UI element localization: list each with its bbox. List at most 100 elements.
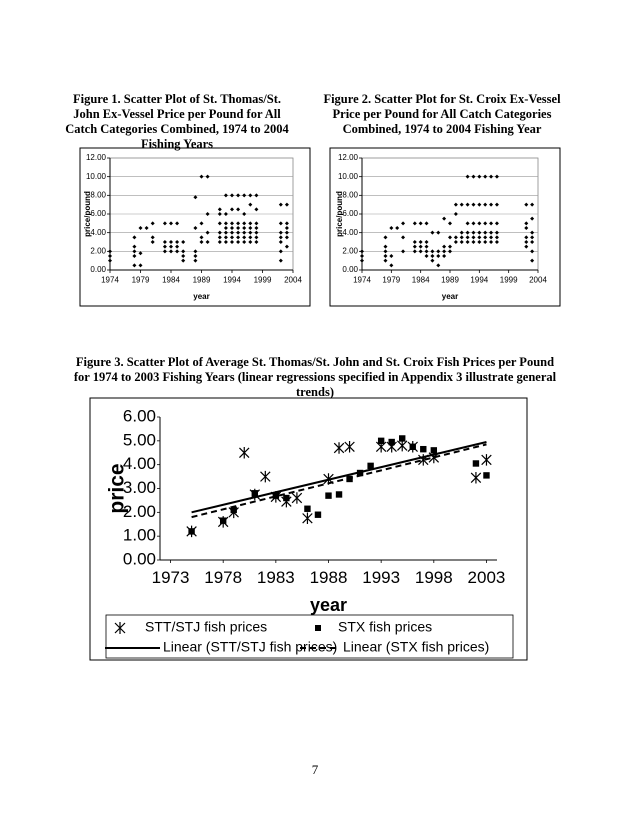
- data-point: [436, 230, 441, 235]
- data-point: [418, 221, 423, 226]
- data-point: [471, 221, 476, 226]
- data-point: [465, 202, 470, 207]
- data-point: [483, 240, 488, 244]
- data-point: [248, 230, 253, 235]
- data-point: [401, 249, 406, 254]
- y-tick-label: 6.00: [123, 406, 156, 425]
- data-point: [524, 202, 529, 207]
- data-point: [459, 202, 464, 207]
- data-point: [412, 240, 417, 244]
- data-point: [424, 221, 429, 226]
- data-point: [132, 263, 137, 268]
- data-point: [230, 230, 234, 235]
- x-tick-label: 1994: [470, 275, 488, 284]
- data-point: [418, 244, 423, 249]
- data-point: [132, 254, 137, 258]
- data-point: [223, 230, 228, 235]
- x-tick-label: 1989: [441, 275, 459, 284]
- data-point: [424, 254, 429, 258]
- data-point: [494, 202, 499, 207]
- data-point: [242, 240, 247, 244]
- data-point: [494, 240, 499, 244]
- data-point: [481, 454, 492, 466]
- data-point: [335, 491, 343, 498]
- x-tick-label: 1989: [193, 275, 211, 284]
- data-point: [489, 221, 494, 226]
- data-point: [248, 226, 253, 230]
- data-point: [465, 174, 470, 179]
- data-point: [254, 221, 259, 226]
- data-point: [284, 230, 289, 235]
- data-point: [483, 174, 488, 179]
- data-point: [472, 460, 480, 467]
- data-point: [494, 235, 499, 240]
- data-point: [284, 202, 289, 207]
- data-point: [199, 235, 204, 240]
- data-point: [465, 221, 470, 226]
- data-point: [193, 226, 198, 230]
- y-tick-label: 8.00: [342, 190, 358, 199]
- legend-label: Linear (STT/STJ fish prices): [163, 639, 337, 655]
- data-point: [278, 249, 283, 254]
- data-point: [248, 221, 253, 226]
- data-point: [217, 235, 222, 240]
- data-point: [236, 230, 241, 235]
- data-point: [272, 492, 280, 499]
- data-point: [230, 235, 234, 240]
- data-point: [524, 226, 529, 230]
- data-point: [278, 235, 283, 240]
- y-tick-label: 0.00: [90, 265, 106, 274]
- data-point: [278, 230, 283, 235]
- data-point: [395, 226, 400, 230]
- data-point: [360, 258, 364, 263]
- data-point: [424, 244, 429, 249]
- data-point: [530, 216, 535, 221]
- data-point: [108, 254, 112, 258]
- data-point: [471, 174, 476, 179]
- data-point: [188, 528, 195, 535]
- data-point: [181, 254, 186, 258]
- data-point: [477, 221, 482, 226]
- x-tick-label: 2004: [529, 275, 547, 284]
- data-point: [217, 230, 222, 235]
- data-point: [236, 240, 241, 244]
- data-point: [223, 240, 228, 244]
- legend-label: STX fish prices: [338, 619, 432, 635]
- data-point: [436, 254, 441, 258]
- data-point: [477, 240, 482, 244]
- y-tick-label: 5.00: [123, 430, 156, 449]
- legend-swatch: [315, 625, 321, 631]
- figure-caption: Figure 3. Scatter Plot of Average St. Th…: [73, 355, 557, 399]
- x-tick-label: 1999: [500, 275, 518, 284]
- data-point: [223, 221, 228, 226]
- data-point: [278, 240, 283, 244]
- data-point: [217, 221, 222, 226]
- data-point: [138, 226, 143, 230]
- data-point: [396, 439, 408, 452]
- data-point: [199, 221, 204, 226]
- data-point: [242, 212, 247, 216]
- data-point: [477, 230, 482, 235]
- trend-line: [191, 443, 487, 519]
- legend-swatch: [114, 622, 126, 634]
- data-point: [494, 174, 499, 179]
- y-tick-label: 2.00: [123, 502, 156, 521]
- data-point: [108, 258, 112, 263]
- y-tick-label: 3.00: [123, 478, 156, 497]
- trend-line: [191, 441, 487, 514]
- data-point: [530, 230, 535, 235]
- data-point: [230, 506, 237, 514]
- data-point: [314, 511, 322, 518]
- data-point: [251, 490, 258, 497]
- data-point: [260, 470, 271, 483]
- data-point: [278, 202, 283, 207]
- y-tick-label: 4.00: [90, 228, 106, 237]
- x-tick-label: 1983: [257, 568, 295, 587]
- data-point: [399, 435, 406, 442]
- data-point: [383, 254, 388, 258]
- data-point: [284, 235, 289, 240]
- y-tick-label: 2.00: [342, 246, 358, 255]
- data-point: [424, 240, 429, 244]
- data-point: [448, 221, 452, 226]
- y-axis-label: price: [106, 463, 129, 513]
